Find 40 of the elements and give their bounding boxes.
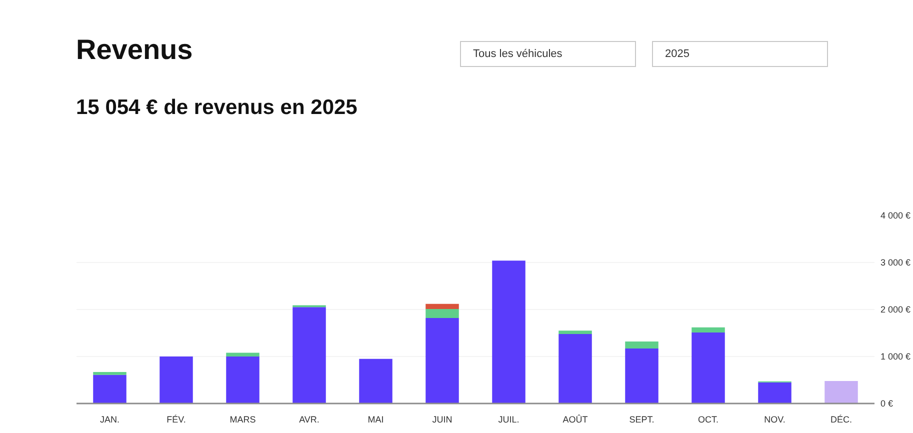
y-tick-label: 4 000 € [880, 210, 911, 220]
x-tick-label: SEPT. [629, 414, 654, 424]
bar [226, 352, 260, 356]
chart-title: Revenus [76, 33, 193, 67]
bar [625, 341, 658, 349]
x-tick-label: JAN. [100, 414, 120, 424]
bar [292, 307, 326, 404]
x-tick-label: FÉV. [166, 414, 186, 424]
bar [692, 332, 725, 404]
bar [426, 304, 459, 310]
x-tick-label: MARS [230, 414, 256, 424]
bar [558, 334, 592, 404]
x-tick-label: AOÛT [562, 414, 588, 424]
x-tick-label: JUIN [432, 414, 452, 424]
bar [692, 327, 725, 333]
x-tick-label: MAI [368, 414, 384, 424]
bar [93, 372, 126, 375]
y-tick-label: 0 € [880, 398, 894, 408]
x-tick-label: NOV. [764, 414, 786, 424]
bar [93, 374, 126, 404]
bar [160, 356, 193, 404]
bar [824, 380, 858, 404]
chart-subtitle: 15 054 € de revenus en 2025 [76, 95, 358, 121]
bar [226, 356, 260, 404]
y-tick-label: 2 000 € [880, 304, 911, 314]
x-tick-label: AVR. [299, 414, 320, 424]
bar [758, 382, 792, 404]
y-tick-label: 3 000 € [880, 258, 911, 268]
bar [558, 330, 592, 334]
x-tick-label: JUIL. [498, 414, 520, 424]
bar [359, 358, 392, 404]
bar [625, 348, 658, 404]
bar [426, 318, 459, 404]
text: 2025 [652, 41, 828, 67]
y-tick-label: 1 000 € [880, 352, 911, 362]
bar [492, 260, 526, 404]
x-tick-label: OCT. [698, 414, 719, 424]
x-tick-label: DÉC. [830, 414, 852, 424]
text: Tous les véhicules [460, 41, 636, 67]
bar [426, 309, 459, 318]
